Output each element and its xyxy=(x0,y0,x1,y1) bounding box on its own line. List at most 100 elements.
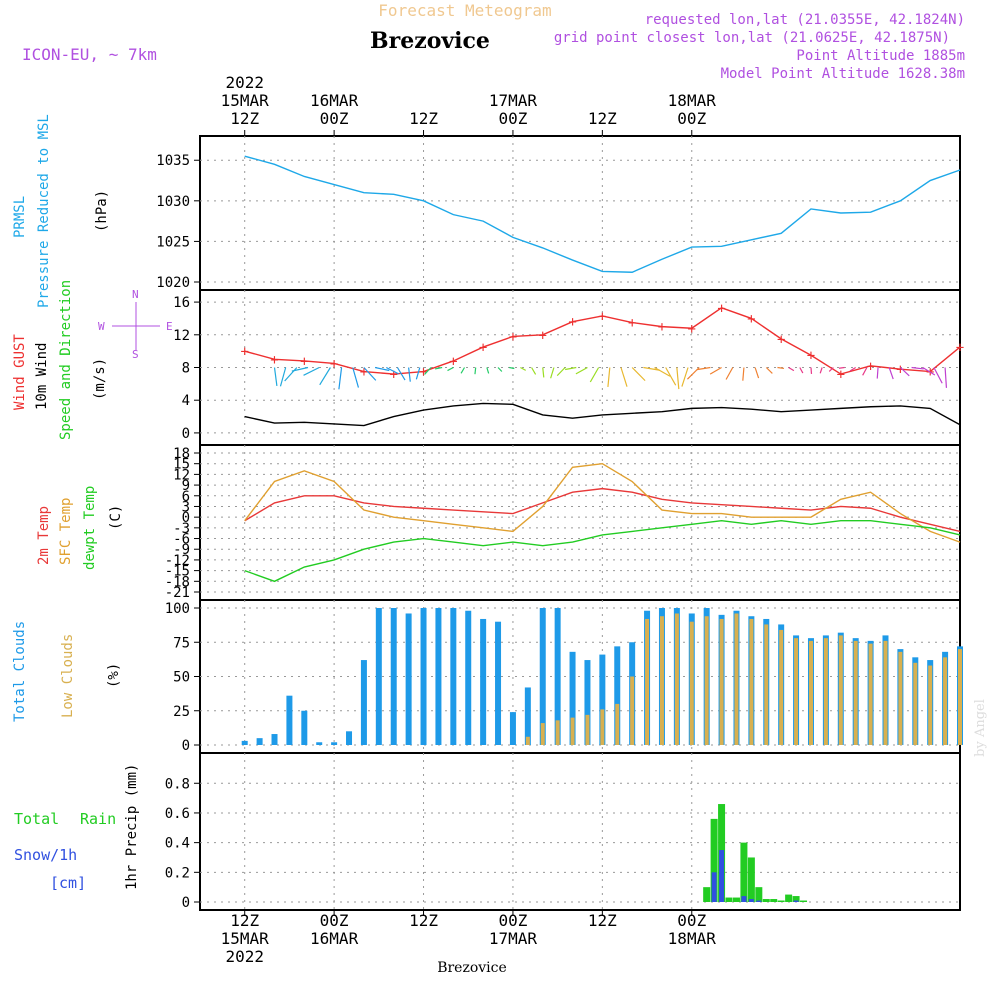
ytick-label: 1035 xyxy=(156,153,190,169)
bar-low-clouds xyxy=(823,638,828,745)
wind-arrow xyxy=(352,367,360,388)
gridpoint-coords: grid point closest lon,lat (21.0625E, 42… xyxy=(554,30,950,46)
wind-arrow xyxy=(447,366,454,372)
bar-low-clouds xyxy=(645,618,650,745)
dewpt-label: dewpt Temp xyxy=(82,486,98,570)
wind-arrow xyxy=(888,367,894,380)
bar-low-clouds xyxy=(868,643,873,745)
bar-total-rain xyxy=(703,887,711,902)
gust-marker: + xyxy=(598,309,606,325)
time-label-hour: 12Z xyxy=(230,109,259,128)
bar-total-clouds xyxy=(405,613,412,745)
ytick-label: 3 xyxy=(182,499,190,515)
gust-marker: + xyxy=(896,362,904,378)
panels: 1020 1025 1030 1035 0 4 8 12 16 + + + + + + + + + + + + + + + + +… xyxy=(156,135,964,911)
gust-marker: + xyxy=(777,332,785,348)
bar-total-rain xyxy=(770,899,778,902)
wind-arrow xyxy=(497,367,503,372)
ytick-label: 8 xyxy=(182,361,190,377)
sfc-temp-label: SFC Temp xyxy=(58,498,74,565)
time-label-year: 2022 xyxy=(225,947,264,966)
wind-arrow xyxy=(838,366,845,369)
time-label-date: 18MAR xyxy=(668,929,717,948)
gust-label: Wind GUST xyxy=(12,334,28,410)
bar-total-clouds xyxy=(509,712,516,745)
ytick-label: 0.8 xyxy=(165,776,190,792)
bar-total-clouds xyxy=(480,618,487,745)
bar-total-clouds xyxy=(241,740,248,745)
bar-low-clouds xyxy=(794,638,799,745)
gust-marker: + xyxy=(568,315,576,331)
ytick-label: 9 xyxy=(182,478,190,494)
bar-low-clouds xyxy=(898,651,903,745)
bar-low-clouds xyxy=(689,621,694,745)
total-label: Total xyxy=(14,810,59,828)
speed-direction-label: Speed and Direction xyxy=(58,280,74,440)
bar-low-clouds xyxy=(570,717,575,745)
ytick-label: 25 xyxy=(173,704,190,720)
wind-arrow xyxy=(654,366,671,377)
wind-arrow xyxy=(696,366,711,371)
gust-marker: + xyxy=(419,365,427,381)
bar-snow-1h xyxy=(711,872,717,902)
gust-marker: + xyxy=(866,359,874,375)
bar-low-clouds xyxy=(540,723,545,745)
panel-frame xyxy=(199,752,961,911)
c-unit-label: (C) xyxy=(108,505,124,530)
compass-west: W xyxy=(98,320,105,333)
wind-arrow xyxy=(765,367,773,374)
series-line-10m-wind xyxy=(244,402,961,427)
ytick-label: 0 xyxy=(182,426,190,442)
wind-arrow xyxy=(273,367,278,387)
gust-marker: + xyxy=(390,367,398,383)
time-label-date: 15MAR xyxy=(221,91,270,110)
ytick-label: 12 xyxy=(173,328,190,344)
gust-marker: + xyxy=(539,328,547,344)
wind-arrow xyxy=(665,367,677,386)
gust-marker: + xyxy=(628,316,636,332)
requested-coords: requested lon,lat (21.0355E, 42.1824N) xyxy=(645,12,965,28)
panel-4: 0 0.2 0.4 0.6 0.8 xyxy=(165,752,961,911)
wind-arrow xyxy=(434,366,443,370)
gust-marker: + xyxy=(360,365,368,381)
wind-arrow xyxy=(922,366,936,376)
bar-total-clouds xyxy=(465,610,472,745)
ytick-label: -21 xyxy=(165,585,190,601)
wind-arrow xyxy=(386,366,399,375)
series-line-prmsl xyxy=(244,155,961,273)
wind-arrow xyxy=(542,367,545,378)
bar-snow-1h xyxy=(741,896,747,902)
ytick-label: -6 xyxy=(173,532,190,548)
wind-arrow xyxy=(933,367,943,384)
ytick-label: 0.6 xyxy=(165,806,190,822)
series-line-2m-temp xyxy=(244,487,961,533)
gust-marker: + xyxy=(717,301,725,317)
wind-arrow xyxy=(486,367,490,374)
bar-total-clouds xyxy=(599,654,606,745)
station-title: Brezovice xyxy=(370,28,490,54)
series-line-sfc-temp xyxy=(244,462,961,543)
footer-station: Brezovice xyxy=(437,960,507,976)
bar-low-clouds xyxy=(764,624,769,745)
gust-marker: + xyxy=(270,352,278,368)
time-label-date: 15MAR xyxy=(221,929,270,948)
wind-arrow xyxy=(531,367,537,375)
time-label-hour: 12Z xyxy=(409,911,438,930)
bar-total-rain xyxy=(710,818,718,902)
time-label-hour: 00Z xyxy=(320,109,349,128)
wind-arrow xyxy=(460,367,466,374)
wind-arrow xyxy=(303,366,320,376)
time-label-hour: 12Z xyxy=(588,109,617,128)
wind-arrow xyxy=(509,366,515,370)
ms-unit-label: (m/s) xyxy=(92,358,108,400)
panel-0: 1020 1025 1030 1035 xyxy=(156,135,961,291)
bar-total-clouds xyxy=(614,646,621,745)
wind-arrow xyxy=(319,367,331,386)
gust-marker: + xyxy=(240,344,248,360)
wind-arrow xyxy=(911,366,924,370)
bar-total-clouds xyxy=(420,608,427,745)
wind-arrow xyxy=(631,367,646,382)
bar-low-clouds xyxy=(525,736,530,745)
